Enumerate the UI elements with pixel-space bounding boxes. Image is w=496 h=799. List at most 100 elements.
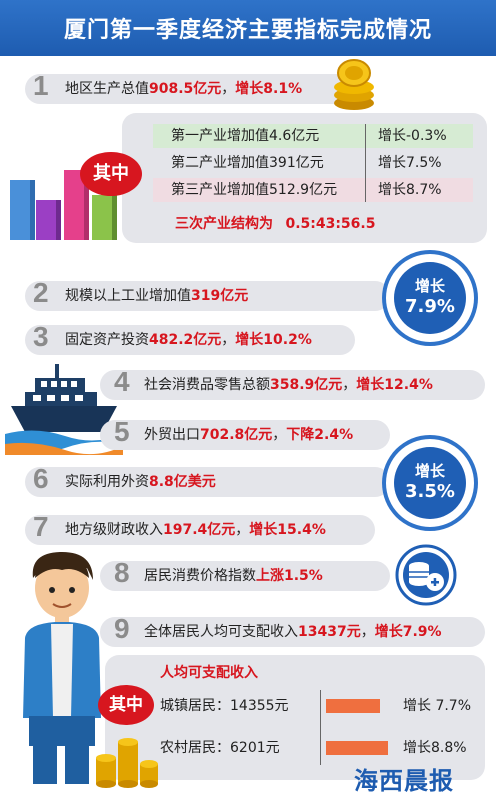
indicator-number: 9 (114, 613, 130, 644)
indicator-number: 4 (114, 366, 130, 397)
badge-label: 增长 (414, 462, 445, 480)
industry-row-bg (153, 124, 473, 148)
industry-structure: 三次产业结构为 0.5:43:56.5 (175, 213, 375, 233)
person-illustration (23, 551, 101, 784)
bar-chart-icon (10, 170, 117, 240)
structure-label: 三次产业结构为 (175, 216, 273, 232)
indicator-label: 规模以上工业增加值 (65, 288, 191, 304)
indicator-label: 全体居民人均可支配收入 (144, 624, 298, 640)
income-column-divider (320, 690, 321, 765)
income-growth: 增长 7.7% (403, 698, 472, 714)
industry-name: 第一产业增加值4.6亿元 (171, 128, 320, 144)
indicator-value: 8.8亿美元 (149, 474, 216, 490)
income-row-urban: 城镇居民：14355元 增长 7.7% (160, 695, 482, 717)
indicator-label: 固定资产投资 (65, 332, 149, 348)
title-banner: 厦门第一季度经济主要指标完成情况 (0, 0, 496, 56)
growth-badge-foreign-investment: 增长 3.5% (382, 435, 478, 531)
indicator-value: 702.8亿元 (200, 427, 273, 443)
industry-column-divider (365, 124, 366, 202)
indicator-text: 地方级财政收入197.4亿元，增长15.4% (65, 515, 326, 545)
indicator-number: 2 (33, 277, 49, 308)
indicator-growth: 增长12.4% (356, 377, 433, 393)
indicator-separator: ， (360, 624, 375, 640)
industry-name: 第三产业增加值512.9亿元 (171, 182, 338, 198)
indicator-separator: ， (221, 81, 236, 97)
indicator-growth: 增长7.9% (374, 624, 442, 640)
income-breakdown-tag: 其中 (98, 685, 154, 725)
growth-bar (326, 699, 380, 713)
indicator-value: 197.4亿元 (163, 522, 236, 538)
indicator-text: 固定资产投资482.2亿元，增长10.2% (65, 325, 312, 355)
indicator-number: 5 (114, 416, 130, 447)
income-name: 农村居民：6201元 (160, 740, 280, 756)
indicator-value: 319亿元 (191, 288, 249, 304)
indicator-separator: ， (272, 427, 287, 443)
breakdown-tag-text: 其中 (93, 163, 129, 184)
industry-row-1: 第一产业增加值4.6亿元 增长-0.3% (153, 124, 473, 148)
indicator-text: 实际利用外资8.8亿美元 (65, 467, 216, 497)
growth-badge-industrial: 增长 7.9% (382, 250, 478, 346)
income-name: 城镇居民：14355元 (160, 698, 289, 714)
indicator-growth: 增长15.4% (249, 522, 326, 538)
indicator-row-3: 3 固定资产投资482.2亿元，增长10.2% (25, 321, 355, 355)
badge-value: 3.5% (405, 481, 455, 502)
indicator-row-9: 9 全体居民人均可支配收入13437元，增长7.9% (100, 613, 485, 647)
indicator-number: 1 (33, 70, 49, 101)
indicator-label: 社会消费品零售总额 (144, 377, 270, 393)
industry-row-2: 第二产业增加值391亿元 增长7.5% (153, 151, 473, 175)
indicator-value: 13437元 (298, 624, 361, 640)
indicator-separator: ， (342, 377, 357, 393)
indicator-value: 908.5亿元 (149, 81, 222, 97)
indicator-row-5: 5 外贸出口702.8亿元，下降2.4% (100, 416, 390, 450)
badge-value: 7.9% (405, 296, 455, 317)
industry-row-bg (153, 178, 473, 202)
indicator-label: 居民消费价格指数 (144, 568, 256, 584)
indicator-text: 全体居民人均可支配收入13437元，增长7.9% (144, 617, 442, 647)
newspaper-logo: 海西晨报 (354, 767, 454, 795)
industry-growth: 增长8.7% (378, 182, 442, 198)
industry-row-bg (153, 151, 473, 175)
page-title: 厦门第一季度经济主要指标完成情况 (63, 18, 432, 43)
indicator-text: 规模以上工业增加值319亿元 (65, 281, 248, 311)
industry-row-3: 第三产业增加值512.9亿元 增长8.7% (153, 178, 473, 202)
indicator-value: 358.9亿元 (270, 377, 343, 393)
gold-coins-icon (334, 59, 374, 110)
industry-growth: 增长-0.3% (378, 128, 447, 144)
indicator-number: 6 (33, 463, 49, 494)
income-breakdown-panel (105, 655, 485, 780)
indicator-separator: ， (235, 522, 250, 538)
indicator-row-2: 2 规模以上工业增加值319亿元 (25, 277, 390, 311)
indicator-number: 7 (33, 511, 49, 542)
indicator-number: 8 (114, 557, 130, 588)
industry-growth: 增长7.5% (378, 155, 442, 171)
badge-label: 增长 (414, 277, 445, 295)
indicator-text: 居民消费价格指数上涨1.5% (144, 561, 323, 591)
breakdown-tag: 其中 (80, 152, 142, 196)
indicator-text: 社会消费品零售总额358.9亿元，增长12.4% (144, 370, 433, 400)
indicator-text: 外贸出口702.8亿元，下降2.4% (144, 420, 353, 450)
indicator-row-4: 4 社会消费品零售总额358.9亿元，增长12.4% (100, 366, 485, 400)
indicator-label: 地区生产总值 (65, 81, 149, 97)
indicator-row-7: 7 地方级财政收入197.4亿元，增长15.4% (25, 511, 375, 545)
coins-plus-icon (395, 544, 457, 606)
indicator-text: 地区生产总值908.5亿元，增长8.1% (65, 74, 302, 104)
indicator-growth: 下降2.4% (286, 427, 354, 443)
indicator-number: 3 (33, 321, 49, 352)
indicator-label: 地方级财政收入 (65, 522, 163, 538)
industry-name: 第二产业增加值391亿元 (171, 155, 324, 171)
indicator-separator: ， (221, 332, 236, 348)
badge-inner: 增长 3.5% (394, 447, 466, 519)
badge-inner: 增长 7.9% (394, 262, 466, 334)
income-growth: 增长8.8% (403, 740, 467, 756)
indicator-value: 482.2亿元 (149, 332, 222, 348)
income-row-rural: 农村居民：6201元 增长8.8% (160, 737, 482, 759)
indicator-row-6: 6 实际利用外资8.8亿美元 (25, 463, 390, 497)
indicator-growth: 增长8.1% (235, 81, 303, 97)
income-panel-title: 人均可支配收入 (160, 665, 258, 681)
structure-value: 0.5:43:56.5 (285, 216, 376, 232)
cargo-ship-icon (5, 364, 123, 455)
indicator-row-8: 8 居民消费价格指数上涨1.5% (100, 557, 390, 591)
growth-bar (326, 741, 388, 755)
coin-stacks-icon (96, 738, 158, 788)
